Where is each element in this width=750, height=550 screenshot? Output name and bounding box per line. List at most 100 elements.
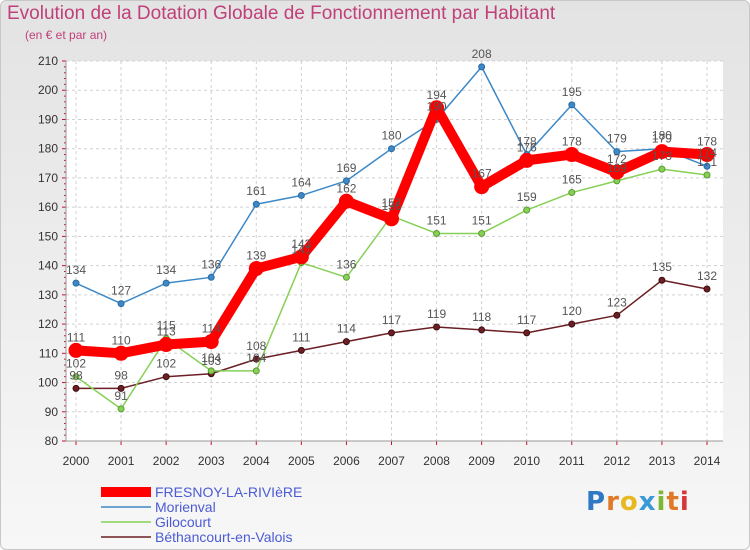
- data-point-bethancourt: [388, 329, 395, 337]
- data-label-morienval: 180: [652, 129, 672, 143]
- legend-swatch-gilocourt: [101, 521, 151, 523]
- x-tick-label: 2005: [288, 454, 315, 468]
- data-point-morienval: [568, 101, 576, 109]
- logo-letter: i: [679, 487, 690, 517]
- data-point-gilocourt: [207, 367, 215, 375]
- data-point-bethancourt: [613, 311, 621, 319]
- y-tick-label: 100: [38, 376, 58, 390]
- data-label-morienval: 169: [336, 161, 356, 175]
- data-point-gilocourt: [478, 229, 486, 237]
- data-label-gilocourt: 159: [517, 190, 537, 204]
- x-tick-label: 2007: [378, 454, 405, 468]
- data-point-morienval: [342, 177, 350, 185]
- data-point-morienval: [297, 191, 305, 199]
- data-point-fresnoy: [564, 147, 580, 163]
- data-point-gilocourt: [658, 165, 666, 173]
- legend-label-gilocourt: Gilocourt: [155, 514, 212, 530]
- legend-swatch-bethancourt: [101, 536, 151, 538]
- data-label-gilocourt: 104: [201, 351, 221, 365]
- y-tick-label: 110: [39, 346, 58, 360]
- data-point-morienval: [478, 63, 486, 71]
- data-label-fresnoy: 113: [157, 325, 176, 339]
- data-point-gilocourt: [342, 273, 350, 281]
- chart-title: Evolution de la Dotation Globale de Fonc…: [7, 3, 556, 24]
- data-label-bethancourt: 117: [517, 313, 536, 327]
- data-label-fresnoy: 111: [67, 330, 86, 344]
- data-point-gilocourt: [72, 373, 80, 381]
- data-label-morienval: 174: [697, 146, 717, 160]
- data-label-morienval: 180: [381, 129, 401, 143]
- data-label-bethancourt: 117: [382, 313, 401, 327]
- plot-area: [66, 61, 723, 441]
- data-label-morienval: 161: [246, 184, 266, 198]
- data-point-fresnoy: [654, 144, 670, 160]
- data-label-fresnoy: 162: [336, 181, 356, 195]
- data-label-fresnoy: 178: [697, 135, 717, 149]
- data-label-gilocourt: 173: [652, 149, 672, 163]
- data-label-fresnoy: 143: [291, 237, 311, 251]
- data-point-fresnoy: [113, 345, 129, 361]
- data-point-morienval: [207, 273, 215, 281]
- data-point-morienval: [613, 148, 621, 156]
- y-tick-label: 170: [38, 171, 58, 185]
- y-tick-label: 80: [45, 434, 59, 448]
- data-point-bethancourt: [117, 384, 125, 392]
- data-label-bethancourt: 120: [562, 304, 582, 318]
- x-tick-label: 2013: [649, 454, 676, 468]
- data-label-gilocourt: 151: [427, 213, 447, 227]
- legend-label-fresnoy: FRESNOY-LA-RIVIèRE: [155, 484, 303, 500]
- logo-letter: i: [656, 487, 667, 517]
- data-label-bethancourt: 114: [337, 322, 356, 336]
- data-label-gilocourt: 102: [66, 357, 86, 371]
- y-tick-label: 200: [38, 83, 58, 97]
- data-point-fresnoy: [519, 152, 535, 168]
- legend-swatch-fresnoy: [101, 487, 151, 497]
- data-label-gilocourt: 115: [157, 319, 176, 333]
- data-point-bethancourt: [523, 329, 531, 337]
- y-tick-label: 120: [38, 317, 58, 331]
- x-tick-label: 2009: [468, 454, 495, 468]
- x-tick-label: 2012: [604, 454, 631, 468]
- data-label-gilocourt: 171: [697, 155, 717, 169]
- data-label-fresnoy: 114: [202, 322, 221, 336]
- data-label-gilocourt: 151: [472, 213, 492, 227]
- legend-item-gilocourt: Gilocourt: [101, 514, 421, 530]
- legend-label-morienval: Morienval: [155, 499, 216, 515]
- data-point-gilocourt: [568, 189, 576, 197]
- data-point-bethancourt: [568, 320, 576, 328]
- data-point-bethancourt: [658, 276, 666, 284]
- data-point-gilocourt: [523, 206, 531, 214]
- data-label-bethancourt: 102: [156, 357, 176, 371]
- data-label-morienval: 195: [562, 85, 582, 99]
- data-label-bethancourt: 119: [427, 307, 446, 321]
- data-label-gilocourt: 165: [562, 173, 582, 187]
- legend-item-fresnoy: FRESNOY-LA-RIVIèRE: [101, 484, 421, 500]
- data-point-fresnoy: [203, 334, 219, 350]
- y-tick-label: 190: [38, 112, 58, 126]
- legend-item-bethancourt: Béthancourt-en-Valois: [101, 529, 421, 545]
- y-tick-label: 150: [38, 229, 58, 243]
- data-point-morienval: [117, 300, 125, 308]
- y-tick-label: 180: [38, 142, 58, 156]
- data-point-fresnoy: [293, 249, 309, 265]
- x-tick-label: 2001: [108, 454, 135, 468]
- y-tick-label: 140: [38, 259, 58, 273]
- chart-subtitle: (en € et par an): [25, 28, 108, 42]
- data-point-gilocourt: [252, 367, 260, 375]
- data-label-morienval: 127: [111, 284, 131, 298]
- data-point-gilocourt: [117, 405, 125, 413]
- legend-item-morienval: Morienval: [101, 499, 421, 515]
- data-label-fresnoy: 179: [652, 132, 672, 146]
- data-label-bethancourt: 111: [292, 330, 311, 344]
- data-label-bethancourt: 98: [69, 368, 83, 382]
- data-point-gilocourt: [703, 171, 711, 179]
- data-point-fresnoy: [384, 211, 399, 227]
- data-label-gilocourt: 157: [381, 196, 401, 210]
- data-point-fresnoy: [248, 261, 264, 277]
- logo-letter: r: [606, 487, 620, 517]
- logo-letter: P: [586, 487, 607, 517]
- data-label-fresnoy: 156: [381, 199, 401, 213]
- data-point-fresnoy: [68, 342, 84, 358]
- data-label-fresnoy: 172: [607, 152, 627, 166]
- data-label-morienval: 164: [291, 175, 311, 189]
